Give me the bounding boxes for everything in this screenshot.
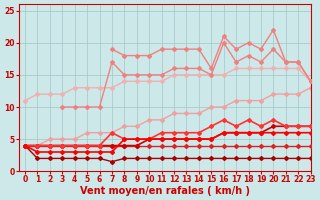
X-axis label: Vent moyen/en rafales ( km/h ): Vent moyen/en rafales ( km/h ) (80, 186, 250, 196)
